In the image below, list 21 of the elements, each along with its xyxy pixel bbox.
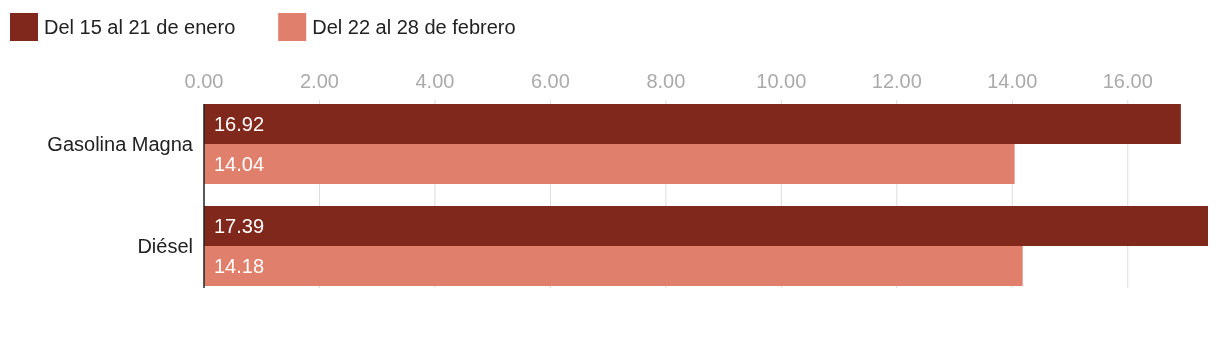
x-tick-label: 0.00 <box>184 70 224 92</box>
y-tick-label: Diésel <box>137 235 193 257</box>
bar <box>204 206 1208 246</box>
x-tick-label: 2.00 <box>300 70 339 92</box>
data-label: 17.39 <box>214 215 265 237</box>
x-tick-label: 6.00 <box>530 70 570 92</box>
legend-label: Del 22 al 28 de febrero <box>312 16 516 38</box>
data-label: 16.92 <box>214 113 265 135</box>
bar <box>204 246 1023 286</box>
x-tick-label: 4.00 <box>415 70 455 92</box>
legend-label: Del 15 al 21 de enero <box>44 16 236 38</box>
bar <box>204 144 1015 184</box>
x-tick-label: 12.00 <box>871 70 922 92</box>
data-label: 14.18 <box>214 255 265 277</box>
x-tick-label: 16.00 <box>1102 70 1153 92</box>
y-tick-label: Gasolina Magna <box>47 133 194 155</box>
data-label: 14.04 <box>214 153 265 175</box>
x-tick-label: 14.00 <box>987 70 1038 92</box>
x-tick-label: 8.00 <box>646 70 686 92</box>
bar <box>204 104 1181 144</box>
x-tick-label: 10.00 <box>756 70 807 92</box>
